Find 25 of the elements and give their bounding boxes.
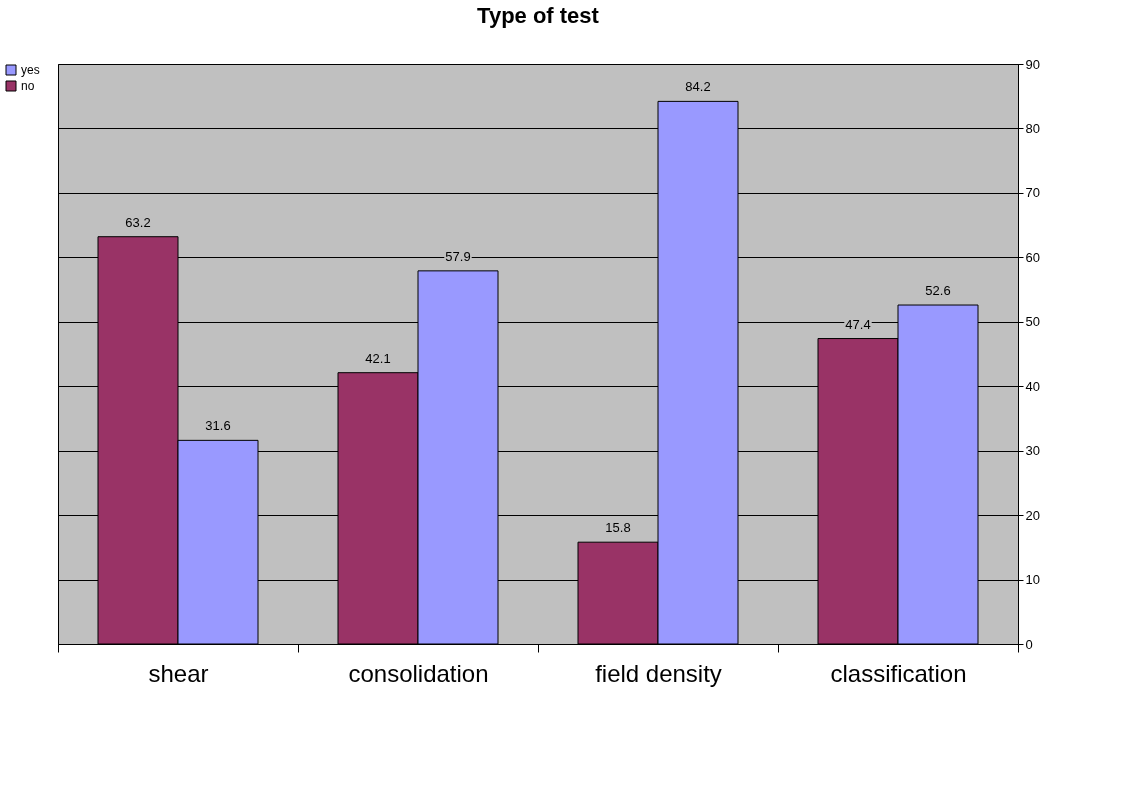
data-label: 57.9 [445, 248, 471, 264]
y-tick-label: 70 [1025, 185, 1040, 201]
x-tick-label: field density [595, 659, 722, 687]
y-tick-label: 90 [1025, 56, 1040, 72]
data-label: 31.6 [205, 418, 231, 434]
y-tick-label: 30 [1025, 443, 1040, 459]
chart-title: Type of test [477, 3, 600, 28]
data-label: 15.8 [605, 520, 631, 536]
data-label: 42.1 [365, 350, 391, 366]
y-tick-label: 10 [1025, 572, 1040, 588]
data-label: 47.4 [845, 316, 871, 332]
y-tick-label: 80 [1025, 120, 1040, 136]
y-tick-label: 40 [1025, 378, 1040, 394]
y-tick-label: 60 [1025, 249, 1040, 265]
legend-label: no [21, 79, 35, 93]
y-tick-label: 20 [1025, 507, 1040, 523]
data-label: 52.6 [925, 283, 951, 299]
data-label: 84.2 [685, 79, 711, 95]
x-tick-label: shear [148, 659, 209, 687]
data-label: 63.2 [125, 214, 151, 230]
x-tick-label: consolidation [348, 659, 489, 687]
x-tick-label: classification [830, 659, 967, 687]
legend-label: yes [21, 63, 40, 77]
y-tick-label: 0 [1025, 636, 1033, 652]
y-tick-label: 50 [1025, 314, 1040, 330]
